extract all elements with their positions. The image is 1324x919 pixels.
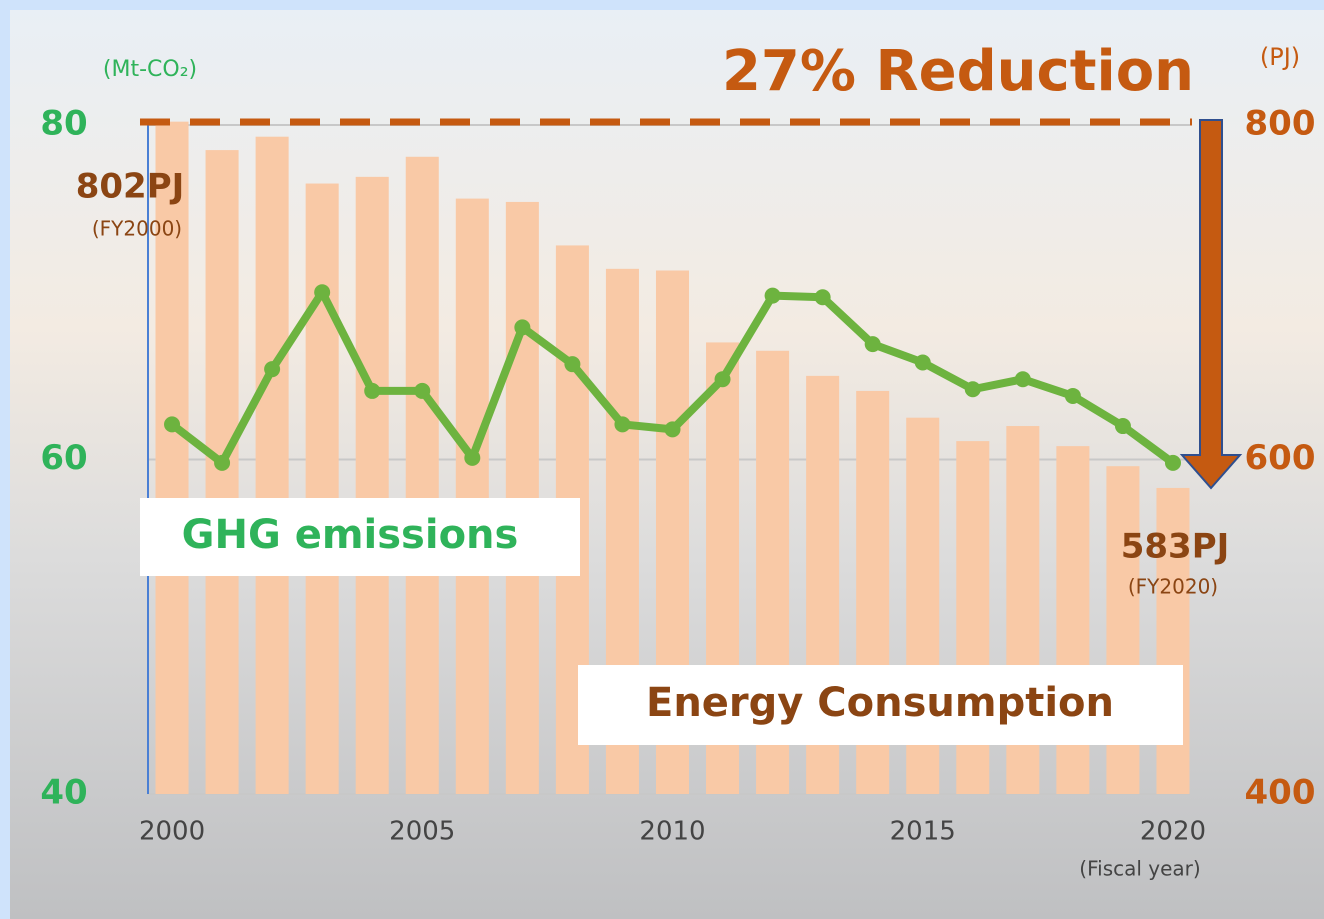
- point: [714, 371, 731, 388]
- legend-entry: GHG emissions: [182, 512, 519, 558]
- annotation: 802PJ: [76, 167, 185, 207]
- point: [764, 287, 781, 304]
- point: [1064, 387, 1081, 404]
- point: [1014, 371, 1031, 388]
- point: [164, 416, 181, 433]
- point: [414, 382, 431, 399]
- point: [214, 454, 231, 471]
- point: [364, 382, 381, 399]
- point: [914, 354, 931, 371]
- y-tick-label: 60: [40, 438, 87, 478]
- bar: [355, 176, 389, 794]
- bar: [305, 183, 339, 795]
- legend-box: [578, 665, 1183, 745]
- point: [964, 381, 981, 398]
- x-tick-label: 2000: [139, 817, 205, 847]
- y-tick-label: 80: [40, 104, 87, 144]
- bar: [455, 198, 489, 795]
- annotation: 583PJ: [1121, 527, 1230, 567]
- point: [614, 416, 631, 433]
- reduction-arrow: [1179, 119, 1243, 490]
- bar: [405, 156, 439, 795]
- y2-tick-label: 800: [1245, 104, 1316, 144]
- point: [664, 421, 681, 438]
- point: [464, 449, 481, 466]
- point: [514, 319, 531, 336]
- annotation: (FY2020): [1128, 575, 1218, 599]
- bar: [155, 121, 189, 794]
- x-axis-label: (Fiscal year): [1079, 857, 1200, 881]
- bar: [255, 136, 289, 794]
- y-axis-label: (Mt-CO₂): [103, 57, 197, 82]
- chart-title: 27% Reduction: [722, 39, 1194, 104]
- y2-axis-label: (PJ): [1260, 43, 1300, 71]
- point: [814, 289, 831, 306]
- point: [264, 361, 281, 378]
- y-tick-label: 40: [40, 773, 87, 813]
- bar: [205, 150, 239, 794]
- point: [1164, 454, 1181, 471]
- y2-tick-label: 600: [1245, 438, 1316, 478]
- x-tick-label: 2015: [890, 817, 956, 847]
- x-tick-label: 2005: [389, 817, 455, 847]
- bar: [505, 201, 539, 794]
- x-tick-label: 2020: [1140, 817, 1206, 847]
- x-tick-label: 2010: [639, 817, 705, 847]
- legend-box: [140, 498, 580, 576]
- legend-entry: Energy Consumption: [646, 680, 1114, 726]
- y2-tick-label: 400: [1245, 773, 1316, 813]
- point: [864, 336, 881, 353]
- point: [564, 356, 581, 373]
- point: [314, 284, 331, 301]
- annotation: (FY2000): [92, 217, 182, 241]
- point: [1114, 418, 1131, 435]
